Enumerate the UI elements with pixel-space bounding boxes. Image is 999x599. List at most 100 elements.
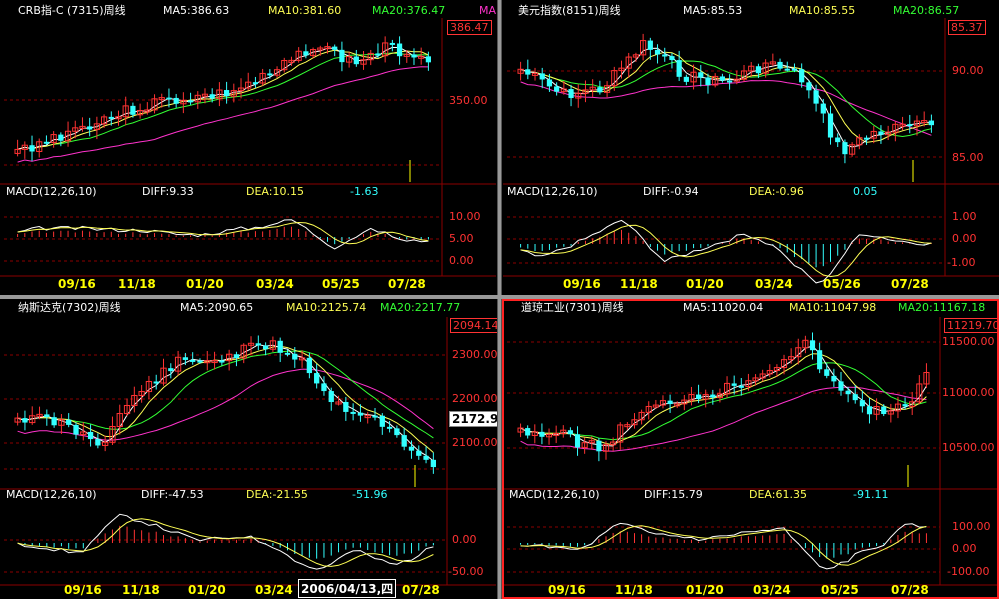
candle-body: [216, 89, 223, 100]
ma5-readout: MA5:11020.04: [683, 301, 764, 314]
candle-body: [913, 120, 921, 127]
candle-body: [166, 97, 172, 100]
usd-chart-canvas[interactable]: [503, 0, 999, 296]
candle-body: [153, 381, 159, 384]
candle-body: [907, 124, 913, 127]
candle-body: [418, 55, 425, 59]
ma5-readout: MA5:386.63: [163, 4, 230, 17]
candle-body: [719, 76, 725, 81]
macd-y-label: 1.00: [952, 210, 977, 223]
candle-body: [201, 93, 209, 97]
ma20-readout: MA20:86.57: [893, 4, 960, 17]
x-label: 01/20: [186, 277, 224, 291]
candle-body: [80, 431, 87, 436]
candle-body: [58, 134, 64, 141]
ma20-line: [520, 60, 932, 138]
chart-panel-usd-index[interactable]: 美元指数(8151)周线 MA5:85.53 MA10:85.55 MA20:8…: [503, 0, 999, 296]
macd-dea: DEA:10.15: [246, 185, 304, 198]
candle-body: [631, 419, 638, 426]
ma10-line: [17, 49, 429, 150]
candle-body: [317, 47, 324, 51]
macd-title: MACD(12,26,10): [6, 488, 97, 501]
chart-panel-dow-jones[interactable]: 道琼工业(7301)周线 MA5:11020.04 MA10:11047.98 …: [503, 299, 999, 599]
candle-body: [335, 401, 342, 405]
last-price-box: 11219.70: [944, 318, 999, 333]
candle-body: [382, 42, 389, 57]
ma10-readout: MA10:11047.98: [789, 301, 877, 314]
candle-body: [923, 372, 930, 385]
candle-body: [116, 413, 123, 427]
x-label: 01/20: [686, 583, 724, 597]
candle-body: [389, 42, 395, 45]
candle-body: [525, 428, 531, 436]
candle-body: [887, 410, 894, 415]
candle-body: [43, 141, 50, 144]
crb-chart-canvas[interactable]: [0, 0, 496, 296]
candle-body: [842, 142, 848, 155]
ma20-readout: MA20:11167.18: [898, 301, 986, 314]
x-label: 01/20: [188, 583, 226, 597]
candle-body: [710, 394, 716, 398]
candle-body: [240, 344, 247, 359]
candle-body: [916, 383, 923, 403]
candle-body: [899, 123, 906, 127]
candle-body: [160, 367, 167, 384]
ma-extra-readout: MA: [479, 4, 497, 17]
candle-body: [928, 120, 934, 126]
djia-chart-canvas[interactable]: [503, 299, 999, 599]
candle-body: [863, 137, 870, 140]
x-label: 05/25: [322, 277, 360, 291]
candle-body: [224, 90, 230, 97]
chart-panel-nasdaq[interactable]: 纳斯达克(7302)周线 MA5:2090.65 MA10:2125.74 MA…: [0, 299, 502, 599]
panel-title: CRB指-C (7315)周线: [18, 4, 126, 17]
ma60-line: [17, 368, 434, 441]
candle-body: [755, 66, 762, 74]
candle-body: [386, 426, 393, 429]
candle-body: [44, 414, 50, 418]
candle-body: [881, 406, 887, 415]
candle-body: [716, 393, 723, 399]
candle-body: [73, 424, 79, 435]
candle-body: [602, 444, 610, 452]
candle-body: [79, 125, 86, 129]
macd-y-label: -50.00: [448, 565, 484, 578]
candle-body: [654, 49, 661, 55]
ma10-line: [520, 353, 927, 446]
x-label: 09/16: [58, 277, 96, 291]
y-label: 2300.00: [452, 348, 498, 361]
ma20-line: [17, 52, 429, 150]
chart-panel-crb[interactable]: CRB指-C (7315)周线 MA5:386.63 MA10:381.60 M…: [0, 0, 496, 296]
candle-body: [255, 343, 261, 346]
candle-body: [617, 424, 624, 443]
macd-diff: DIFF:15.79: [644, 488, 703, 501]
macd-hist: -1.63: [350, 185, 379, 198]
candle-body: [314, 373, 320, 384]
candle-body: [262, 345, 269, 350]
candle-body: [766, 370, 773, 375]
x-label: 03/24: [755, 277, 793, 291]
nasdaq-chart-canvas[interactable]: [0, 299, 496, 599]
candle-body: [582, 89, 589, 94]
candle-body: [211, 360, 218, 364]
candle-body: [95, 439, 101, 446]
y-label: 10500.00: [942, 441, 995, 454]
macd-title: MACD(12,26,10): [507, 185, 598, 198]
candle-body: [769, 61, 776, 65]
candle-body: [647, 40, 653, 50]
candle-body: [681, 399, 688, 405]
macd-y-label: 100.00: [952, 520, 991, 533]
candle-body: [740, 70, 748, 80]
cursor-date-box: 2006/04/13,四: [298, 579, 397, 598]
candle-body: [856, 137, 863, 146]
candle-body: [115, 116, 122, 120]
candle-body: [237, 87, 245, 92]
candle-body: [667, 400, 673, 405]
candle-body: [14, 417, 21, 423]
candle-body: [835, 137, 841, 143]
panel-divider-vertical: [497, 0, 502, 599]
ma10-readout: MA10:85.55: [789, 4, 856, 17]
candle-body: [173, 97, 179, 104]
candle-body: [277, 340, 283, 353]
candle-body: [597, 87, 603, 93]
x-label: 03/24: [255, 583, 293, 597]
